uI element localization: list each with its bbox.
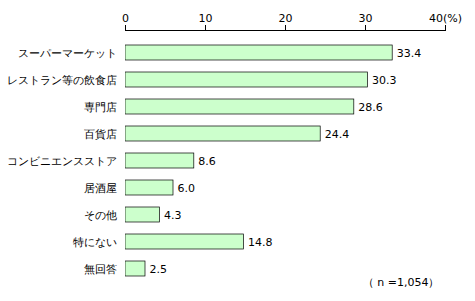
svg-text:専門店: 専門店 — [84, 101, 117, 114]
svg-text:スーパーマーケット: スーパーマーケット — [18, 47, 117, 60]
svg-text:40(%): 40(%) — [429, 12, 462, 25]
svg-text:20: 20 — [279, 12, 293, 25]
svg-text:4.3: 4.3 — [164, 209, 182, 222]
svg-text:無回答: 無回答 — [84, 263, 117, 276]
svg-text:レストラン等の飲食店: レストラン等の飲食店 — [7, 74, 117, 87]
svg-text:28.6: 28.6 — [358, 101, 383, 114]
svg-text:2.5: 2.5 — [150, 263, 168, 276]
svg-text:コンビニエンスストア: コンビニエンスストア — [7, 155, 117, 168]
svg-text:居酒屋: 居酒屋 — [84, 182, 117, 195]
svg-text:24.4: 24.4 — [325, 128, 350, 141]
svg-text:その他: その他 — [84, 209, 117, 222]
svg-text:（ n =1,054）: （ n =1,054） — [363, 276, 440, 289]
svg-text:30.3: 30.3 — [372, 74, 397, 87]
svg-text:30: 30 — [359, 12, 373, 25]
svg-text:14.8: 14.8 — [248, 236, 273, 249]
svg-text:6.0: 6.0 — [178, 182, 196, 195]
svg-text:百貨店: 百貨店 — [84, 128, 117, 141]
svg-text:特にない: 特にない — [73, 236, 117, 249]
svg-text:8.6: 8.6 — [198, 155, 216, 168]
svg-text:0: 0 — [122, 12, 129, 25]
svg-text:10: 10 — [199, 12, 213, 25]
svg-text:33.4: 33.4 — [397, 47, 422, 60]
